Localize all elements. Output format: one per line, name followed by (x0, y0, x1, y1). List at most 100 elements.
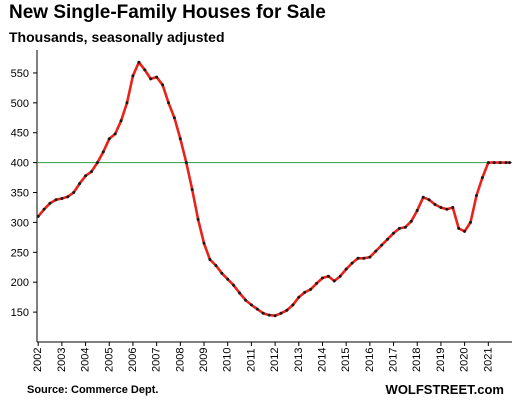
data-point (42, 207, 46, 211)
y-tick-label: 300 (11, 217, 29, 229)
data-point (255, 307, 259, 311)
data-point (380, 243, 384, 247)
data-point (178, 137, 182, 141)
data-point (149, 77, 153, 81)
data-point (267, 313, 271, 317)
data-point (196, 217, 200, 221)
x-tick-label: 2010 (222, 348, 234, 372)
x-tick-label: 2002 (32, 348, 44, 372)
data-point (78, 182, 82, 186)
data-point (66, 195, 70, 199)
data-point (486, 161, 490, 165)
x-tick-label: 2013 (293, 348, 305, 372)
y-tick-label: 450 (11, 128, 29, 140)
data-point (492, 161, 496, 165)
data-point (350, 261, 354, 265)
data-point (125, 101, 129, 105)
x-tick-label: 2006 (127, 348, 139, 372)
data-point (338, 274, 342, 278)
data-point (504, 161, 508, 165)
data-point (398, 226, 401, 230)
data-point (463, 229, 467, 233)
x-axis: 2002 2003 2004 2005 2006 2007 2008 2009 2010 2011… (32, 341, 512, 372)
y-tick-label: 250 (11, 247, 29, 259)
data-point (469, 220, 472, 224)
x-tick-label: 2015 (340, 348, 352, 372)
data-point (101, 150, 105, 154)
data-point (214, 264, 218, 267)
data-point (36, 214, 40, 218)
data-point (95, 161, 99, 165)
data-point (72, 191, 76, 194)
y-tick-label: 550 (11, 68, 29, 80)
data-point (480, 176, 484, 180)
data-point (285, 308, 289, 312)
data-point (409, 219, 413, 223)
data-point (119, 119, 123, 123)
data-point (451, 206, 455, 209)
data-point (190, 188, 194, 191)
data-point (421, 195, 425, 199)
y-axis: 150 200 250 300 350 400 450 500 550 (11, 50, 38, 342)
x-tick-label: 2011 (245, 348, 257, 372)
chart-title: New Single-Family Houses for Sale (9, 2, 326, 23)
data-point (238, 291, 242, 295)
data-point (184, 161, 188, 165)
plot-area (36, 60, 512, 318)
x-tick-label: 2014 (316, 348, 328, 372)
series-line (36, 60, 511, 318)
data-point (326, 274, 330, 278)
data-point (356, 256, 360, 260)
data-point (403, 225, 407, 229)
data-point (332, 279, 336, 283)
data-point (167, 101, 170, 105)
data-point (315, 281, 319, 285)
data-point (386, 237, 390, 241)
data-point (155, 75, 159, 79)
x-tick-label: 2007 (151, 348, 163, 372)
data-point (172, 116, 176, 120)
y-tick-label: 500 (11, 98, 29, 110)
data-point (107, 137, 111, 141)
x-tick-label: 2003 (56, 348, 68, 372)
data-point (273, 314, 277, 318)
data-point (291, 303, 295, 307)
data-point (226, 277, 230, 281)
x-tick-label: 2018 (411, 348, 423, 372)
data-point (427, 198, 431, 202)
y-tick-label: 400 (11, 158, 29, 170)
data-point (297, 295, 301, 299)
x-tick-label: 2009 (198, 348, 210, 372)
data-point (54, 198, 58, 202)
x-tick-label: 2020 (459, 348, 471, 372)
x-tick-label: 2008 (174, 348, 186, 372)
y-tick-label: 350 (11, 188, 29, 200)
data-point (131, 74, 135, 78)
data-point (244, 298, 247, 302)
data-point (60, 197, 64, 200)
x-tick-label: 2012 (269, 348, 281, 372)
data-point (90, 170, 93, 174)
data-point (508, 161, 512, 165)
data-point (415, 209, 419, 212)
data-point (368, 255, 372, 259)
data-point (309, 287, 313, 291)
y-tick-label: 150 (11, 307, 29, 319)
source-note: Source: Commerce Dept. (27, 384, 159, 396)
data-point (303, 290, 307, 294)
data-point (202, 241, 206, 245)
data-point (208, 258, 212, 261)
data-point (475, 194, 478, 197)
data-point (161, 83, 165, 87)
y-tick-label: 200 (11, 277, 29, 289)
data-point (232, 283, 236, 287)
data-point (445, 207, 449, 211)
data-point (321, 276, 324, 280)
x-tick-label: 2005 (103, 348, 115, 372)
brand-logo-text: WOLFSTREET.com (385, 382, 504, 397)
data-point (362, 256, 366, 260)
data-point (84, 174, 88, 178)
data-point (457, 226, 461, 230)
data-point (48, 201, 52, 205)
data-point (113, 132, 117, 136)
